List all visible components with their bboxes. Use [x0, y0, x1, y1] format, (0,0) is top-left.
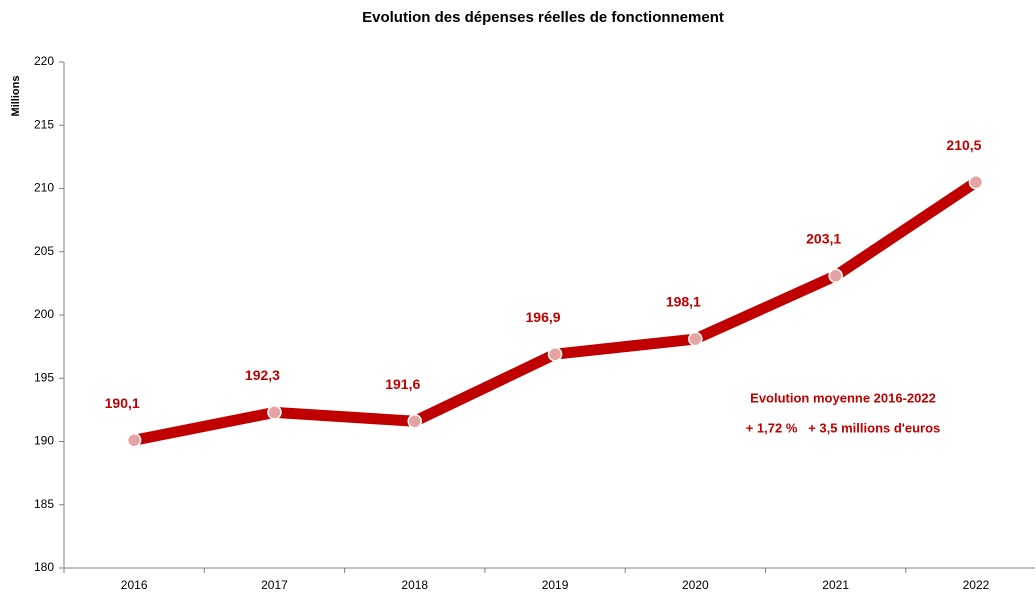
data-label: 196,9	[526, 309, 561, 325]
data-label: 190,1	[105, 395, 140, 411]
data-point	[267, 405, 282, 420]
data-label: 203,1	[806, 230, 841, 246]
chart-title: Evolution des dépenses réelles de foncti…	[362, 9, 724, 26]
data-point	[126, 432, 142, 448]
x-tick-label: 2018	[401, 578, 428, 592]
annotation: + 1,72 % + 3,5 millions d'euros	[746, 420, 941, 435]
x-tick-label: 2016	[121, 578, 148, 592]
x-tick-label: 2019	[542, 578, 569, 592]
y-tick-label: 220	[34, 54, 54, 68]
data-label: 192,3	[245, 367, 280, 383]
data-point	[688, 331, 703, 347]
data-point	[828, 268, 843, 284]
data-point	[547, 346, 563, 362]
x-tick-label: 2021	[822, 578, 849, 592]
y-tick-label: 190	[34, 434, 54, 448]
data-label: 210,5	[946, 137, 981, 153]
y-tick-label: 180	[34, 560, 54, 574]
y-tick-label: 215	[34, 117, 54, 131]
x-tick-label: 2017	[261, 578, 288, 592]
y-tick-label: 200	[34, 307, 54, 321]
data-label: 198,1	[666, 294, 701, 310]
y-tick-label: 210	[34, 181, 54, 195]
data-point	[407, 414, 422, 429]
data-point	[968, 174, 984, 190]
data-label: 191,6	[385, 376, 420, 392]
y-axis-label: Millions	[10, 76, 22, 117]
x-tick-label: 2022	[963, 578, 990, 592]
annotation: Evolution moyenne 2016-2022	[750, 390, 936, 405]
x-tick-label: 2020	[682, 578, 709, 592]
y-tick-label: 185	[34, 497, 54, 511]
y-tick-label: 195	[34, 370, 54, 384]
y-tick-label: 205	[34, 244, 54, 258]
